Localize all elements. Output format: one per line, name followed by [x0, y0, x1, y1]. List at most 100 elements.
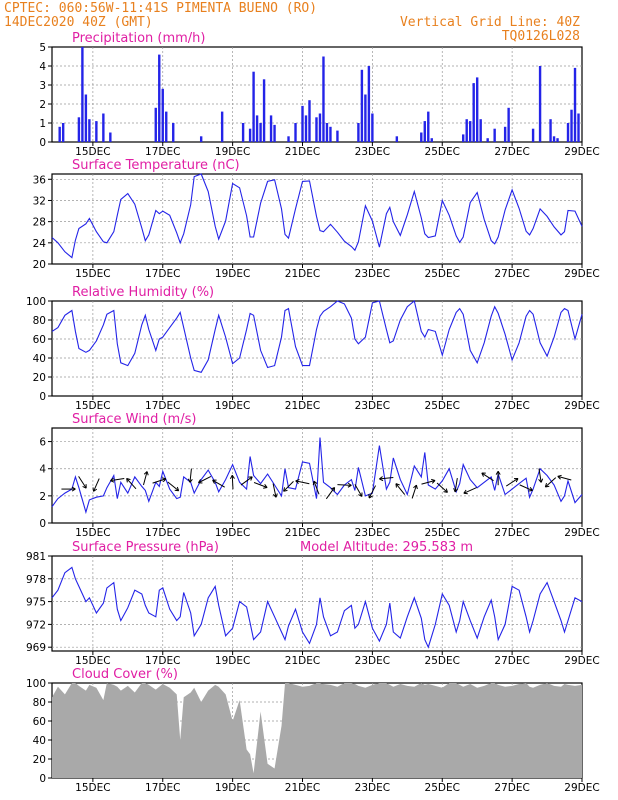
precipitation-bar: [538, 66, 542, 142]
temperature-title: Surface Temperature (nC): [72, 158, 240, 173]
y-tick-label: 20: [33, 754, 46, 766]
precipitation-bar: [325, 123, 329, 142]
wind-vector-head: [174, 486, 180, 492]
wind-vector-head: [198, 479, 203, 484]
precipitation-bar: [493, 128, 496, 142]
wind-vector: [481, 472, 494, 482]
cloud-cover-title: Cloud Cover (%): [72, 667, 178, 682]
precipitation-bar: [486, 138, 489, 142]
precipitation-bar: [308, 100, 311, 142]
wind-vector: [436, 482, 448, 493]
wind-vector: [240, 476, 253, 486]
wind-vector: [110, 477, 125, 482]
y-tick-label: 28: [33, 217, 46, 229]
wind-vector-head: [312, 480, 318, 486]
precipitation-bar: [273, 124, 276, 142]
y-tick-label: 24: [33, 238, 47, 250]
wind-vector: [152, 478, 167, 484]
pressure-panel: Surface Pressure (hPa) Model Altitude: 2…: [51, 540, 583, 652]
x-tick-label: 29DEC: [564, 268, 599, 280]
wind-vector-head: [295, 479, 300, 484]
x-tick-label: 21DEC: [285, 782, 320, 794]
wind-vector-head: [431, 478, 436, 484]
wind-vector-head: [379, 476, 384, 482]
x-tick-label: 19DEC: [215, 527, 250, 539]
precipitation-bar: [102, 113, 105, 142]
precipitation-bar: [241, 123, 245, 142]
x-tick-label: 29DEC: [564, 146, 599, 158]
y-tick-label: 6: [39, 437, 46, 449]
precipitation-bar: [77, 117, 81, 142]
x-tick-label: 21DEC: [285, 146, 320, 158]
x-tick-label: 25DEC: [425, 782, 460, 794]
wind-vector: [354, 484, 363, 497]
y-tick-label: 0: [39, 518, 46, 530]
x-tick-label: 27DEC: [494, 146, 529, 158]
wind-vector-head: [413, 484, 418, 490]
precipitation-title: Precipitation (mm/h): [72, 31, 205, 46]
wind-vector-head: [272, 493, 278, 498]
x-tick-label: 19DEC: [215, 400, 250, 412]
x-tick-label: 17DEC: [145, 400, 180, 412]
y-tick-label: 40: [33, 735, 46, 747]
cloud-cover-area: [52, 683, 582, 778]
wind-vector-head: [481, 472, 486, 477]
precipitation-bar: [427, 111, 430, 142]
wind-vector: [395, 483, 406, 495]
y-tick-label: 36: [33, 174, 47, 186]
wind-vector-head: [71, 486, 76, 492]
x-tick-label: 23DEC: [355, 146, 390, 158]
precipitation-bar: [395, 136, 399, 142]
precipitation-bar: [172, 123, 175, 142]
temp-marks: 15DEC 17DEC 19DEC 21DEC 23DEC 25DEC 27DEC 29DEC…: [33, 173, 600, 280]
y-tick-label: 4: [39, 61, 46, 73]
x-tick-label: 29DEC: [564, 782, 599, 794]
x-tick-label: 23DEC: [355, 655, 390, 667]
wind-vector-head: [82, 484, 87, 489]
precipitation-bar: [552, 136, 556, 142]
y-tick-label: 80: [33, 697, 46, 709]
wind-panel: Surface Wind (m/s): [51, 412, 583, 524]
precipitation-bar: [465, 119, 468, 142]
wind-vector-head: [126, 477, 131, 483]
wind-vector: [93, 478, 100, 492]
temperature-panel: Surface Temperature (nC): [51, 158, 583, 265]
header-model-id: TQ0126L028: [502, 29, 580, 44]
x-tick-label: 25DEC: [425, 527, 460, 539]
x-tick-label: 19DEC: [215, 268, 250, 280]
wind-vector-head: [283, 487, 288, 492]
wind-vector: [519, 484, 533, 492]
wind-vector-head: [229, 475, 235, 480]
temp-series-line: [51, 173, 583, 259]
precipitation-bar: [336, 130, 339, 142]
precipitation-bar: [475, 77, 479, 142]
wind-vector-head: [143, 471, 149, 476]
y-tick-label: 60: [33, 334, 46, 346]
wind-vector: [454, 478, 458, 492]
y-tick-label: 0: [39, 137, 46, 149]
wind-vector: [272, 483, 277, 498]
x-tick-label: 29DEC: [564, 527, 599, 539]
precipitation-bar: [95, 121, 98, 142]
precipitation-bar: [287, 136, 290, 142]
precipitation-bar: [154, 107, 157, 142]
x-tick-label: 25DEC: [425, 146, 460, 158]
wind-title: Surface Wind (m/s): [72, 412, 196, 427]
precipitation-bar: [269, 115, 273, 142]
wind-vector: [253, 482, 268, 488]
wind-vector: [368, 485, 376, 499]
wind-vector-head: [358, 492, 363, 497]
wind-vector: [126, 478, 137, 490]
wind-vector: [283, 481, 294, 492]
wind-vector-head: [248, 476, 253, 481]
x-tick-label: 27DEC: [494, 527, 529, 539]
y-tick-label: 100: [26, 678, 46, 690]
chart-marks: 15DEC 17DEC 19DEC 21DEC 23DEC 25DEC 27DEC 29DEC…: [26, 42, 600, 794]
wind-vector-head: [463, 489, 468, 495]
precipitation-bar: [329, 126, 332, 142]
y-tick-label: 100: [26, 296, 46, 308]
x-tick-label: 15DEC: [75, 400, 110, 412]
x-tick-label: 17DEC: [145, 527, 180, 539]
wind-vector: [545, 477, 557, 488]
x-tick-label: 23DEC: [355, 268, 390, 280]
